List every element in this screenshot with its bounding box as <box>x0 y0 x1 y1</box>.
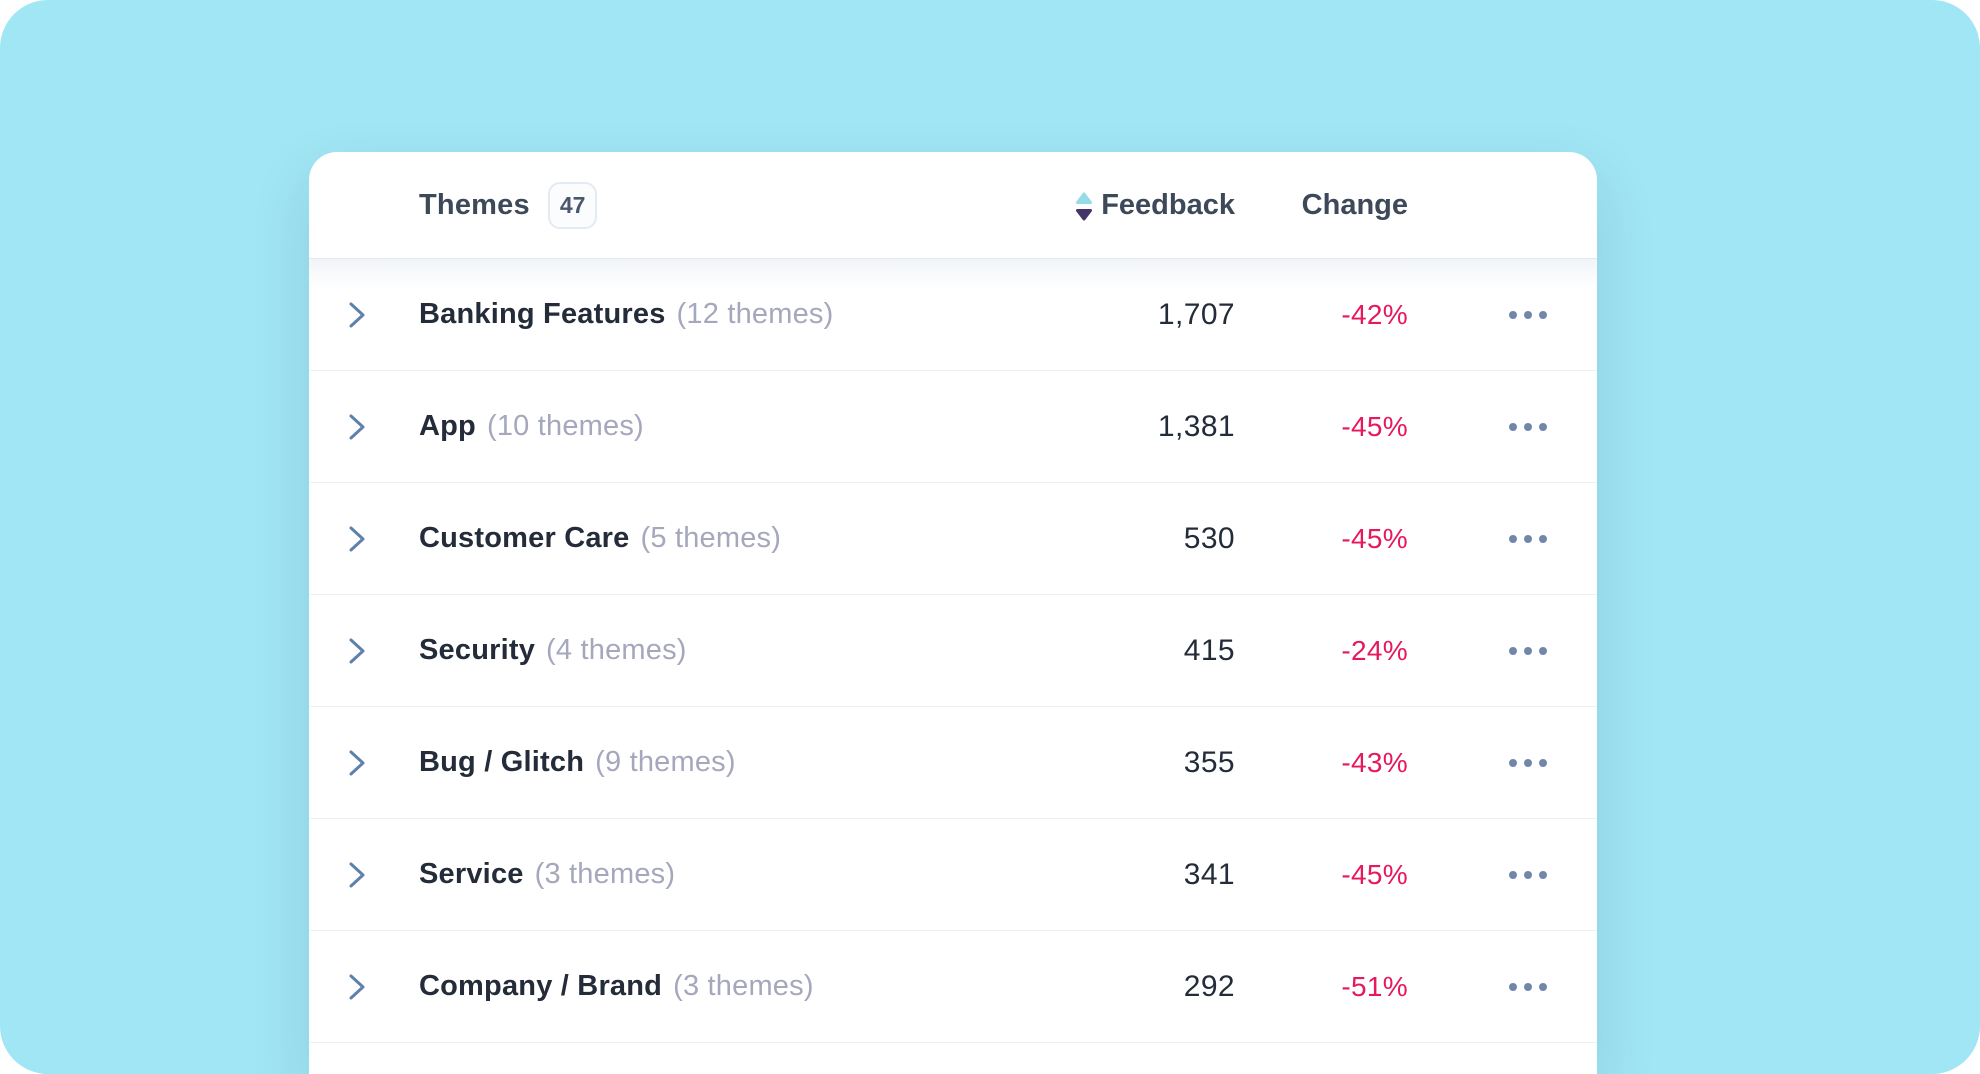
theme-cell: Customer Care (5 themes) <box>419 522 1059 555</box>
table-row: Service (3 themes) 341 -45% <box>309 819 1597 931</box>
theme-cell: Service (3 themes) <box>419 858 1059 891</box>
theme-name: Banking Features <box>419 298 666 330</box>
chevron-right-icon[interactable] <box>347 413 367 441</box>
theme-name: Service <box>419 858 524 890</box>
theme-cell: App (10 themes) <box>419 410 1059 443</box>
change-value: -43% <box>1341 746 1408 778</box>
menu-cell <box>1408 865 1597 885</box>
change-value: -24% <box>1341 634 1408 666</box>
column-header-feedback[interactable]: Feedback <box>1076 189 1235 222</box>
menu-cell <box>1408 417 1597 437</box>
chevron-right-icon[interactable] <box>347 749 367 777</box>
chevron-right-icon[interactable] <box>347 525 367 553</box>
theme-count: (12 themes) <box>676 298 834 330</box>
more-options-button[interactable] <box>1507 753 1549 773</box>
table-row: Company / Brand (3 themes) 292 -51% <box>309 931 1597 1043</box>
chevron-right-icon[interactable] <box>347 973 367 1001</box>
theme-cell: Security (4 themes) <box>419 634 1059 667</box>
theme-count: (4 themes) <box>546 634 687 666</box>
chevron-right-icon[interactable] <box>347 861 367 889</box>
change-value: -51% <box>1341 970 1408 1002</box>
expand-cell <box>309 301 419 329</box>
feedback-column-label: Feedback <box>1101 188 1235 221</box>
expand-cell <box>309 637 419 665</box>
table-title-group: Themes 47 <box>419 181 1059 229</box>
theme-count: (9 themes) <box>595 746 736 778</box>
expand-cell <box>309 861 419 889</box>
feedback-value: 1,381 <box>1157 409 1235 443</box>
more-options-button[interactable] <box>1507 641 1549 661</box>
change-value: -45% <box>1341 858 1408 890</box>
menu-cell <box>1408 753 1597 773</box>
chevron-right-icon[interactable] <box>347 301 367 329</box>
menu-cell <box>1408 641 1597 661</box>
table-row: Customer Care (5 themes) 530 -45% <box>309 483 1597 595</box>
sort-descending-icon <box>1076 192 1093 221</box>
change-value: -45% <box>1341 410 1408 442</box>
theme-count: (10 themes) <box>486 410 644 442</box>
theme-name: Security <box>419 634 536 666</box>
more-options-button[interactable] <box>1507 529 1549 549</box>
theme-name: Customer Care <box>419 522 630 554</box>
theme-cell: Bug / Glitch (9 themes) <box>419 746 1059 779</box>
table-row: Banking Features (12 themes) 1,707 -42% <box>309 259 1597 371</box>
themes-count-badge: 47 <box>547 181 598 229</box>
change-value: -42% <box>1341 298 1408 330</box>
expand-cell <box>309 973 419 1001</box>
expand-cell <box>309 525 419 553</box>
theme-name: App <box>419 410 476 442</box>
column-header-change[interactable]: Change <box>1301 188 1408 221</box>
theme-count: (3 themes) <box>534 858 676 890</box>
expand-cell <box>309 749 419 777</box>
feedback-value: 292 <box>1183 969 1235 1003</box>
theme-name: Bug / Glitch <box>419 746 585 778</box>
feedback-value: 355 <box>1183 745 1235 779</box>
rows-container: Banking Features (12 themes) 1,707 -42% … <box>309 259 1597 1043</box>
theme-cell: Banking Features (12 themes) <box>419 298 1059 331</box>
theme-cell: Company / Brand (3 themes) <box>419 970 1059 1003</box>
theme-count: (3 themes) <box>673 970 814 1002</box>
theme-count: (5 themes) <box>640 522 782 554</box>
table-row: App (10 themes) 1,381 -45% <box>309 371 1597 483</box>
feedback-value: 341 <box>1183 857 1235 891</box>
more-options-button[interactable] <box>1507 305 1549 325</box>
menu-cell <box>1408 977 1597 997</box>
table-row: Security (4 themes) 415 -24% <box>309 595 1597 707</box>
feedback-value: 415 <box>1183 633 1235 667</box>
more-options-button[interactable] <box>1507 417 1549 437</box>
chevron-right-icon[interactable] <box>347 637 367 665</box>
table-row: Bug / Glitch (9 themes) 355 -43% <box>309 707 1597 819</box>
more-options-button[interactable] <box>1507 865 1549 885</box>
page-title: Themes <box>419 188 530 221</box>
table-body: Banking Features (12 themes) 1,707 -42% … <box>309 259 1597 1043</box>
theme-name: Company / Brand <box>419 970 663 1002</box>
more-options-button[interactable] <box>1507 977 1549 997</box>
expand-cell <box>309 413 419 441</box>
themes-table-card: Themes 47 Feedback Change <box>309 152 1597 1074</box>
menu-cell <box>1408 529 1597 549</box>
feedback-value: 1,707 <box>1157 297 1235 331</box>
feedback-value: 530 <box>1183 521 1235 555</box>
change-value: -45% <box>1341 522 1408 554</box>
table-header: Themes 47 Feedback Change <box>309 152 1597 259</box>
menu-cell <box>1408 305 1597 325</box>
